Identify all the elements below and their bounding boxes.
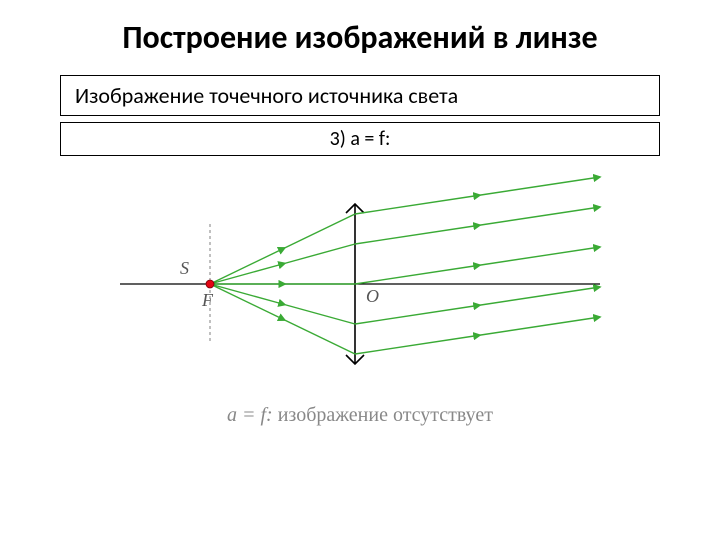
caption-prefix: a = f: — [227, 404, 273, 426]
caption-text: изображение отсутствует — [273, 404, 493, 426]
svg-text:S: S — [180, 258, 189, 278]
lens-diagram-svg: SF O — [110, 174, 610, 394]
case-label: 3) a = f: — [330, 127, 391, 151]
subtitle-box: Изображение точечного источника света — [60, 75, 660, 116]
svg-text:F: F — [201, 290, 214, 310]
svg-text:O: O — [366, 286, 379, 306]
caption: a = f: изображение отсутствует — [0, 404, 720, 427]
page-title: Построение изображений в линзе — [0, 0, 720, 69]
lens-diagram: SF O — [110, 174, 610, 394]
subtitle-text: Изображение точечного источника света — [75, 82, 458, 109]
case-box: 3) a = f: — [60, 122, 660, 156]
